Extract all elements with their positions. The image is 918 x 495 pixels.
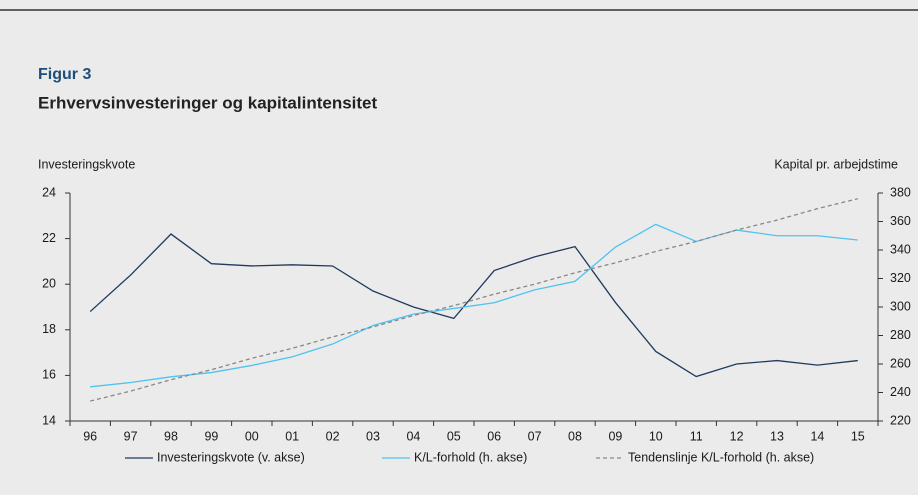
chart-title: Erhvervsinvesteringer og kapitalintensit… [38,93,378,112]
legend-label: Tendenslinje K/L-forhold (h. akse) [628,450,814,464]
y-tick-label: 22 [42,231,56,245]
x-tick-label: 04 [406,429,420,443]
x-tick-label: 08 [568,429,582,443]
x-tick-label: 03 [366,429,380,443]
x-tick-label: 00 [245,429,259,443]
y2-axis-label: Kapital pr. arbejdstime [774,157,898,171]
y-tick-label: 16 [42,368,56,382]
x-tick-label: 02 [326,429,340,443]
y-tick-label: 24 [42,185,56,199]
x-tick-label: 09 [608,429,622,443]
x-tick-label: 96 [83,429,97,443]
x-tick-label: 10 [649,429,663,443]
y-tick-label: 18 [42,322,56,336]
x-tick-label: 07 [528,429,542,443]
y2-tick-label: 220 [890,413,911,427]
y2-tick-label: 380 [890,185,911,199]
figure-label: Figur 3 [38,66,91,83]
y2-tick-label: 340 [890,242,911,256]
y2-tick-label: 260 [890,356,911,370]
x-tick-label: 12 [730,429,744,443]
y2-tick-label: 360 [890,214,911,228]
series-line [89,233,858,378]
legend-label: K/L-forhold (h. akse) [414,450,527,464]
x-tick-label: 98 [164,429,178,443]
x-tick-label: 13 [770,429,784,443]
x-tick-label: 11 [690,429,703,443]
y-axis-label: Investeringskvote [38,157,135,171]
y2-tick-label: 240 [890,385,911,399]
y2-tick-label: 320 [890,271,911,285]
y-tick-label: 20 [42,276,56,290]
x-tick-label: 99 [204,429,218,443]
y2-tick-label: 300 [890,299,911,313]
x-tick-label: 14 [810,429,824,443]
y2-tick-label: 280 [890,328,911,342]
y-tick-label: 14 [42,413,56,427]
x-tick-label: 05 [447,429,461,443]
x-tick-label: 97 [124,429,138,443]
x-tick-label: 01 [285,429,299,443]
x-tick-label: 15 [851,429,865,443]
series-line [90,198,858,402]
x-tick-label: 06 [487,429,501,443]
legend-label: Investeringskvote (v. akse) [157,450,305,464]
